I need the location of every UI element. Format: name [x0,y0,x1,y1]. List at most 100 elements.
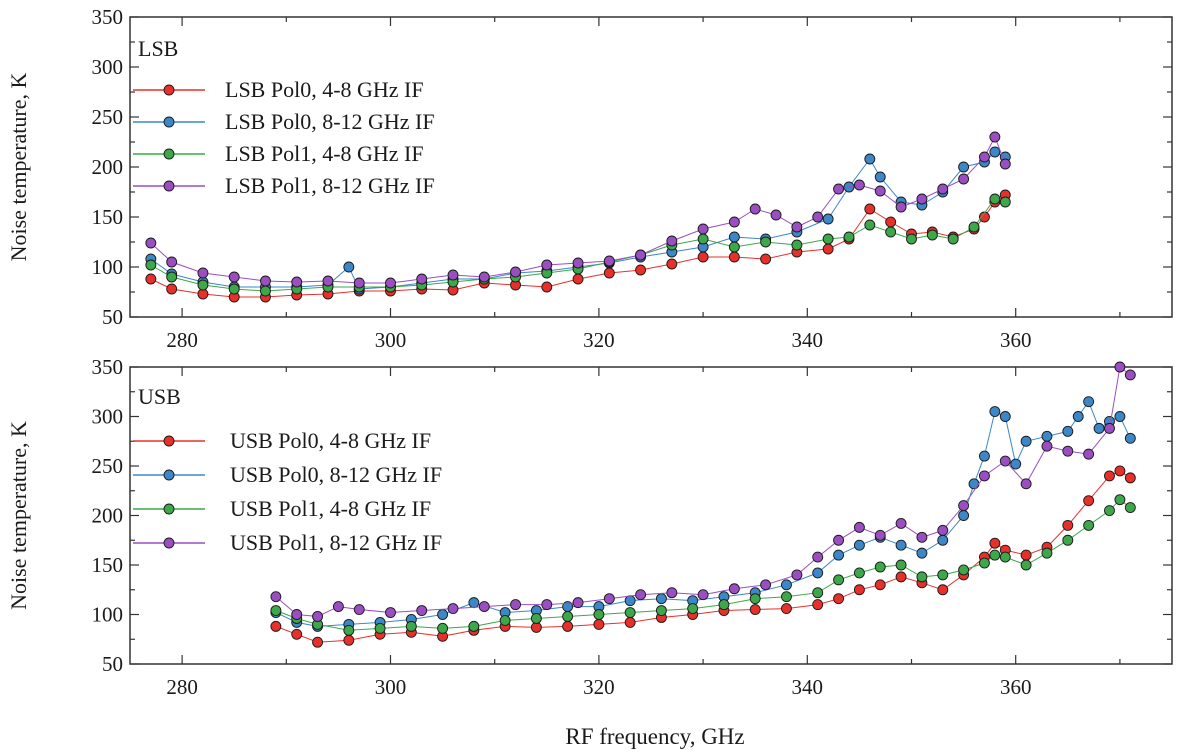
usb-data-point [728,583,740,595]
usb-y-tick-label: 250 [92,454,124,478]
usb-data-point [1083,448,1095,460]
usb-data-point [1093,422,1105,434]
lsb-data-point [728,241,740,253]
lsb-data-point [926,229,938,241]
usb-data-point [270,605,282,616]
usb-legend-label: USB Pol1, 4-8 GHz IF [230,496,431,521]
usb-data-point [1062,425,1074,437]
usb-data-point [718,599,730,611]
x-axis-label: RF frequency, GHz [565,724,744,749]
lsb-data-point [760,236,772,248]
lsb-data-point [353,277,365,289]
usb-data-point [895,571,907,583]
usb-data-point [978,557,990,569]
lsb-legend-label: LSB Pol0, 8-12 GHz IF [225,109,435,134]
lsb-y-tick-label: 200 [92,155,124,179]
lsb-legend-marker [163,84,175,96]
lsb-x-tick-label: 360 [1000,328,1032,352]
usb-data-point [1062,519,1074,531]
usb-data-point [833,534,845,546]
usb-legend-label: USB Pol0, 8-12 GHz IF [230,462,442,487]
usb-data-point [874,529,886,541]
lsb-y-tick-label: 150 [92,205,124,229]
usb-data-point [510,599,521,611]
usb-data-point [812,567,824,579]
usb-data-point [895,539,907,551]
usb-data-point [853,584,865,596]
lsb-data-point [968,221,980,233]
lsb-data-point [864,153,876,165]
usb-data-point [687,603,699,615]
lsb-data-point [853,179,865,191]
usb-y-tick-label: 150 [92,553,124,577]
usb-data-point [833,574,845,586]
usb-data-point [593,618,605,630]
usb-data-point [1083,519,1095,531]
usb-data-point [562,611,574,622]
lsb-x-tick-label: 300 [375,328,407,352]
lsb-data-point [541,259,553,271]
usb-data-point [666,587,678,599]
usb-data-point [812,551,824,563]
lsb-data-point [791,239,803,251]
usb-data-point [1041,430,1053,442]
lsb-data-point [166,283,178,295]
lsb-data-point [833,183,845,195]
lsb-data-point [989,131,1001,143]
lsb-data-point [697,251,709,263]
lsb-data-point [197,288,209,300]
usb-legend-marker [163,503,175,515]
lsb-panel-title: LSB [138,36,178,61]
usb-legend-marker [163,435,175,447]
usb-data-point [468,597,480,609]
lsb-series-line [150,135,1006,284]
usb-data-point [916,571,928,583]
usb-data-point [1114,465,1126,477]
lsb-data-point [791,221,803,233]
lsb-data-point [812,211,824,223]
usb-data-point [958,500,970,512]
usb-data-point [958,564,970,576]
usb-data-point [833,549,845,561]
lsb-data-point [666,258,678,270]
usb-series-3 [270,361,1136,622]
usb-data-point [353,604,365,615]
usb-data-point [895,517,907,529]
lsb-data-point [916,193,928,205]
usb-data-point [999,411,1011,422]
lsb-data-point [864,219,876,231]
usb-data-point [478,601,490,613]
lsb-data-point [885,216,897,228]
usb-data-point [1041,547,1053,559]
lsb-data-point [885,226,897,238]
usb-data-point [343,624,355,636]
lsb-y-axis-label: Noise temperature, K [6,73,31,262]
usb-data-point [437,622,449,634]
lsb-data-point [322,275,334,287]
lsb-data-point [822,243,834,255]
lsb-plot-frame [129,16,1173,318]
usb-panel: 50 100 150 200 250 300 350 280 300 320 340 360 Noise… [6,355,1173,699]
usb-data-point [593,609,605,620]
usb-data-point [1062,534,1074,546]
usb-data-point [332,601,344,613]
usb-data-point [874,579,886,591]
usb-data-point [812,587,824,599]
lsb-data-point [260,285,271,297]
lsb-y-tick-label: 350 [92,5,124,29]
usb-data-point [749,593,761,605]
usb-data-point [1020,435,1032,447]
lsb-data-point [958,173,970,185]
lsb-legend-label: LSB Pol1, 4-8 GHz IF [225,141,424,166]
usb-x-tick-label: 300 [375,675,407,699]
lsb-data-point [291,276,303,288]
lsb-data-point [958,161,970,173]
usb-data-point [937,569,949,581]
usb-legend-label: USB Pol1, 8-12 GHz IF [230,530,442,555]
usb-data-point [468,620,480,632]
lsb-data-point [874,171,886,183]
usb-data-point [291,609,303,620]
lsb-data-point [864,203,876,215]
lsb-x-tick-label: 280 [166,328,198,352]
